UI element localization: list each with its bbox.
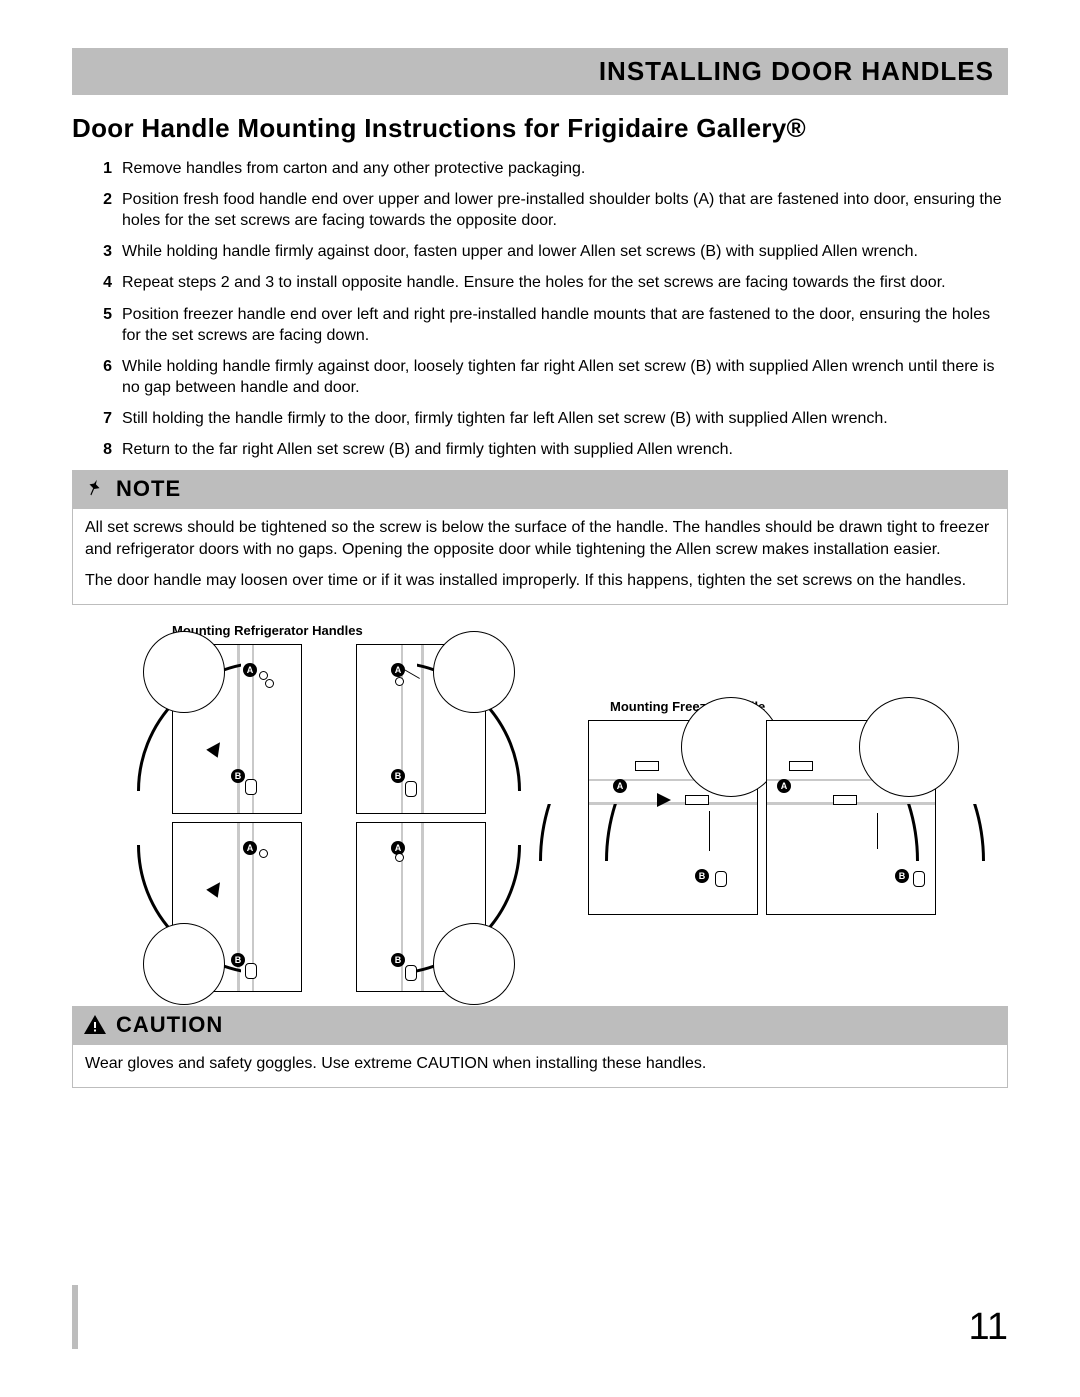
diagram-label-b: B <box>231 769 245 783</box>
step-num: 7 <box>84 408 112 429</box>
page-number: 11 <box>969 1306 1008 1349</box>
caution-body: Wear gloves and safety goggles. Use extr… <box>72 1044 1008 1088</box>
step-text: While holding handle firmly against door… <box>122 241 1008 262</box>
page-title: Door Handle Mounting Instructions for Fr… <box>72 113 1008 144</box>
step-num: 5 <box>84 304 112 325</box>
diagram-panel: A B <box>172 644 302 814</box>
step-num: 3 <box>84 241 112 262</box>
diagram-area: Mounting Refrigerator Handles A B A <box>72 623 1008 992</box>
diagram-title-right: Mounting Freezer Handle <box>610 699 1008 714</box>
note-paragraph: All set screws should be tightened so th… <box>85 517 995 560</box>
diagram-panel: A B <box>356 644 486 814</box>
step-num: 4 <box>84 272 112 293</box>
warning-triangle-icon <box>82 1012 108 1038</box>
step-text: Repeat steps 2 and 3 to install opposite… <box>122 272 1008 293</box>
note-heading-bar: NOTE <box>72 470 1008 508</box>
instruction-list: 1 Remove handles from carton and any othe… <box>84 158 1008 460</box>
step-num: 8 <box>84 439 112 460</box>
step-num: 1 <box>84 158 112 179</box>
list-item: 6 While holding handle firmly against doo… <box>84 356 1008 398</box>
diagram-label-a: A <box>613 779 627 793</box>
list-item: 3 While holding handle firmly against doo… <box>84 241 1008 262</box>
diagram-panel: A B <box>766 720 936 915</box>
diagram-panel: A B <box>356 822 486 992</box>
step-num: 2 <box>84 189 112 210</box>
diagram-label-b: B <box>695 869 709 883</box>
diagram-label-b: B <box>895 869 909 883</box>
diagram-label-a: A <box>391 663 405 677</box>
step-text: Remove handles from carton and any other… <box>122 158 1008 179</box>
step-text: While holding handle firmly against door… <box>122 356 1008 398</box>
note-label: NOTE <box>116 476 181 502</box>
diagram-label-b: B <box>391 953 405 967</box>
diagram-refrigerator: Mounting Refrigerator Handles A B A <box>172 623 532 992</box>
list-item: 7 Still holding the handle firmly to the … <box>84 408 1008 429</box>
step-text: Still holding the handle firmly to the d… <box>122 408 1008 429</box>
note-body: All set screws should be tightened so th… <box>72 508 1008 605</box>
header-title: INSTALLING DOOR HANDLES <box>599 56 994 86</box>
diagram-label-a: A <box>243 841 257 855</box>
list-item: 8 Return to the far right Allen set screw… <box>84 439 1008 460</box>
caution-text: Wear gloves and safety goggles. Use extr… <box>85 1055 706 1072</box>
step-num: 6 <box>84 356 112 377</box>
list-item: 4 Repeat steps 2 and 3 to install opposit… <box>84 272 1008 293</box>
page-corner-rule <box>72 1285 78 1349</box>
list-item: 5 Position freezer handle end over left a… <box>84 304 1008 346</box>
step-text: Position freezer handle end over left an… <box>122 304 1008 346</box>
diagram-label-a: A <box>777 779 791 793</box>
list-item: 1 Remove handles from carton and any othe… <box>84 158 1008 179</box>
step-text: Return to the far right Allen set screw … <box>122 439 1008 460</box>
step-text: Position fresh food handle end over uppe… <box>122 189 1008 231</box>
diagram-freezer: Mounting Freezer Handle A B <box>588 623 1008 992</box>
list-item: 2 Position fresh food handle end over upp… <box>84 189 1008 231</box>
note-paragraph: The door handle may loosen over time or … <box>85 570 995 592</box>
thumb-tack-icon <box>82 476 108 502</box>
diagram-label-a: A <box>243 663 257 677</box>
header-bar: INSTALLING DOOR HANDLES <box>72 48 1008 95</box>
caution-label: CAUTION <box>116 1012 223 1038</box>
diagram-label-b: B <box>391 769 405 783</box>
caution-heading-bar: CAUTION <box>72 1006 1008 1044</box>
diagram-label-b: B <box>231 953 245 967</box>
diagram-panel: A B <box>172 822 302 992</box>
